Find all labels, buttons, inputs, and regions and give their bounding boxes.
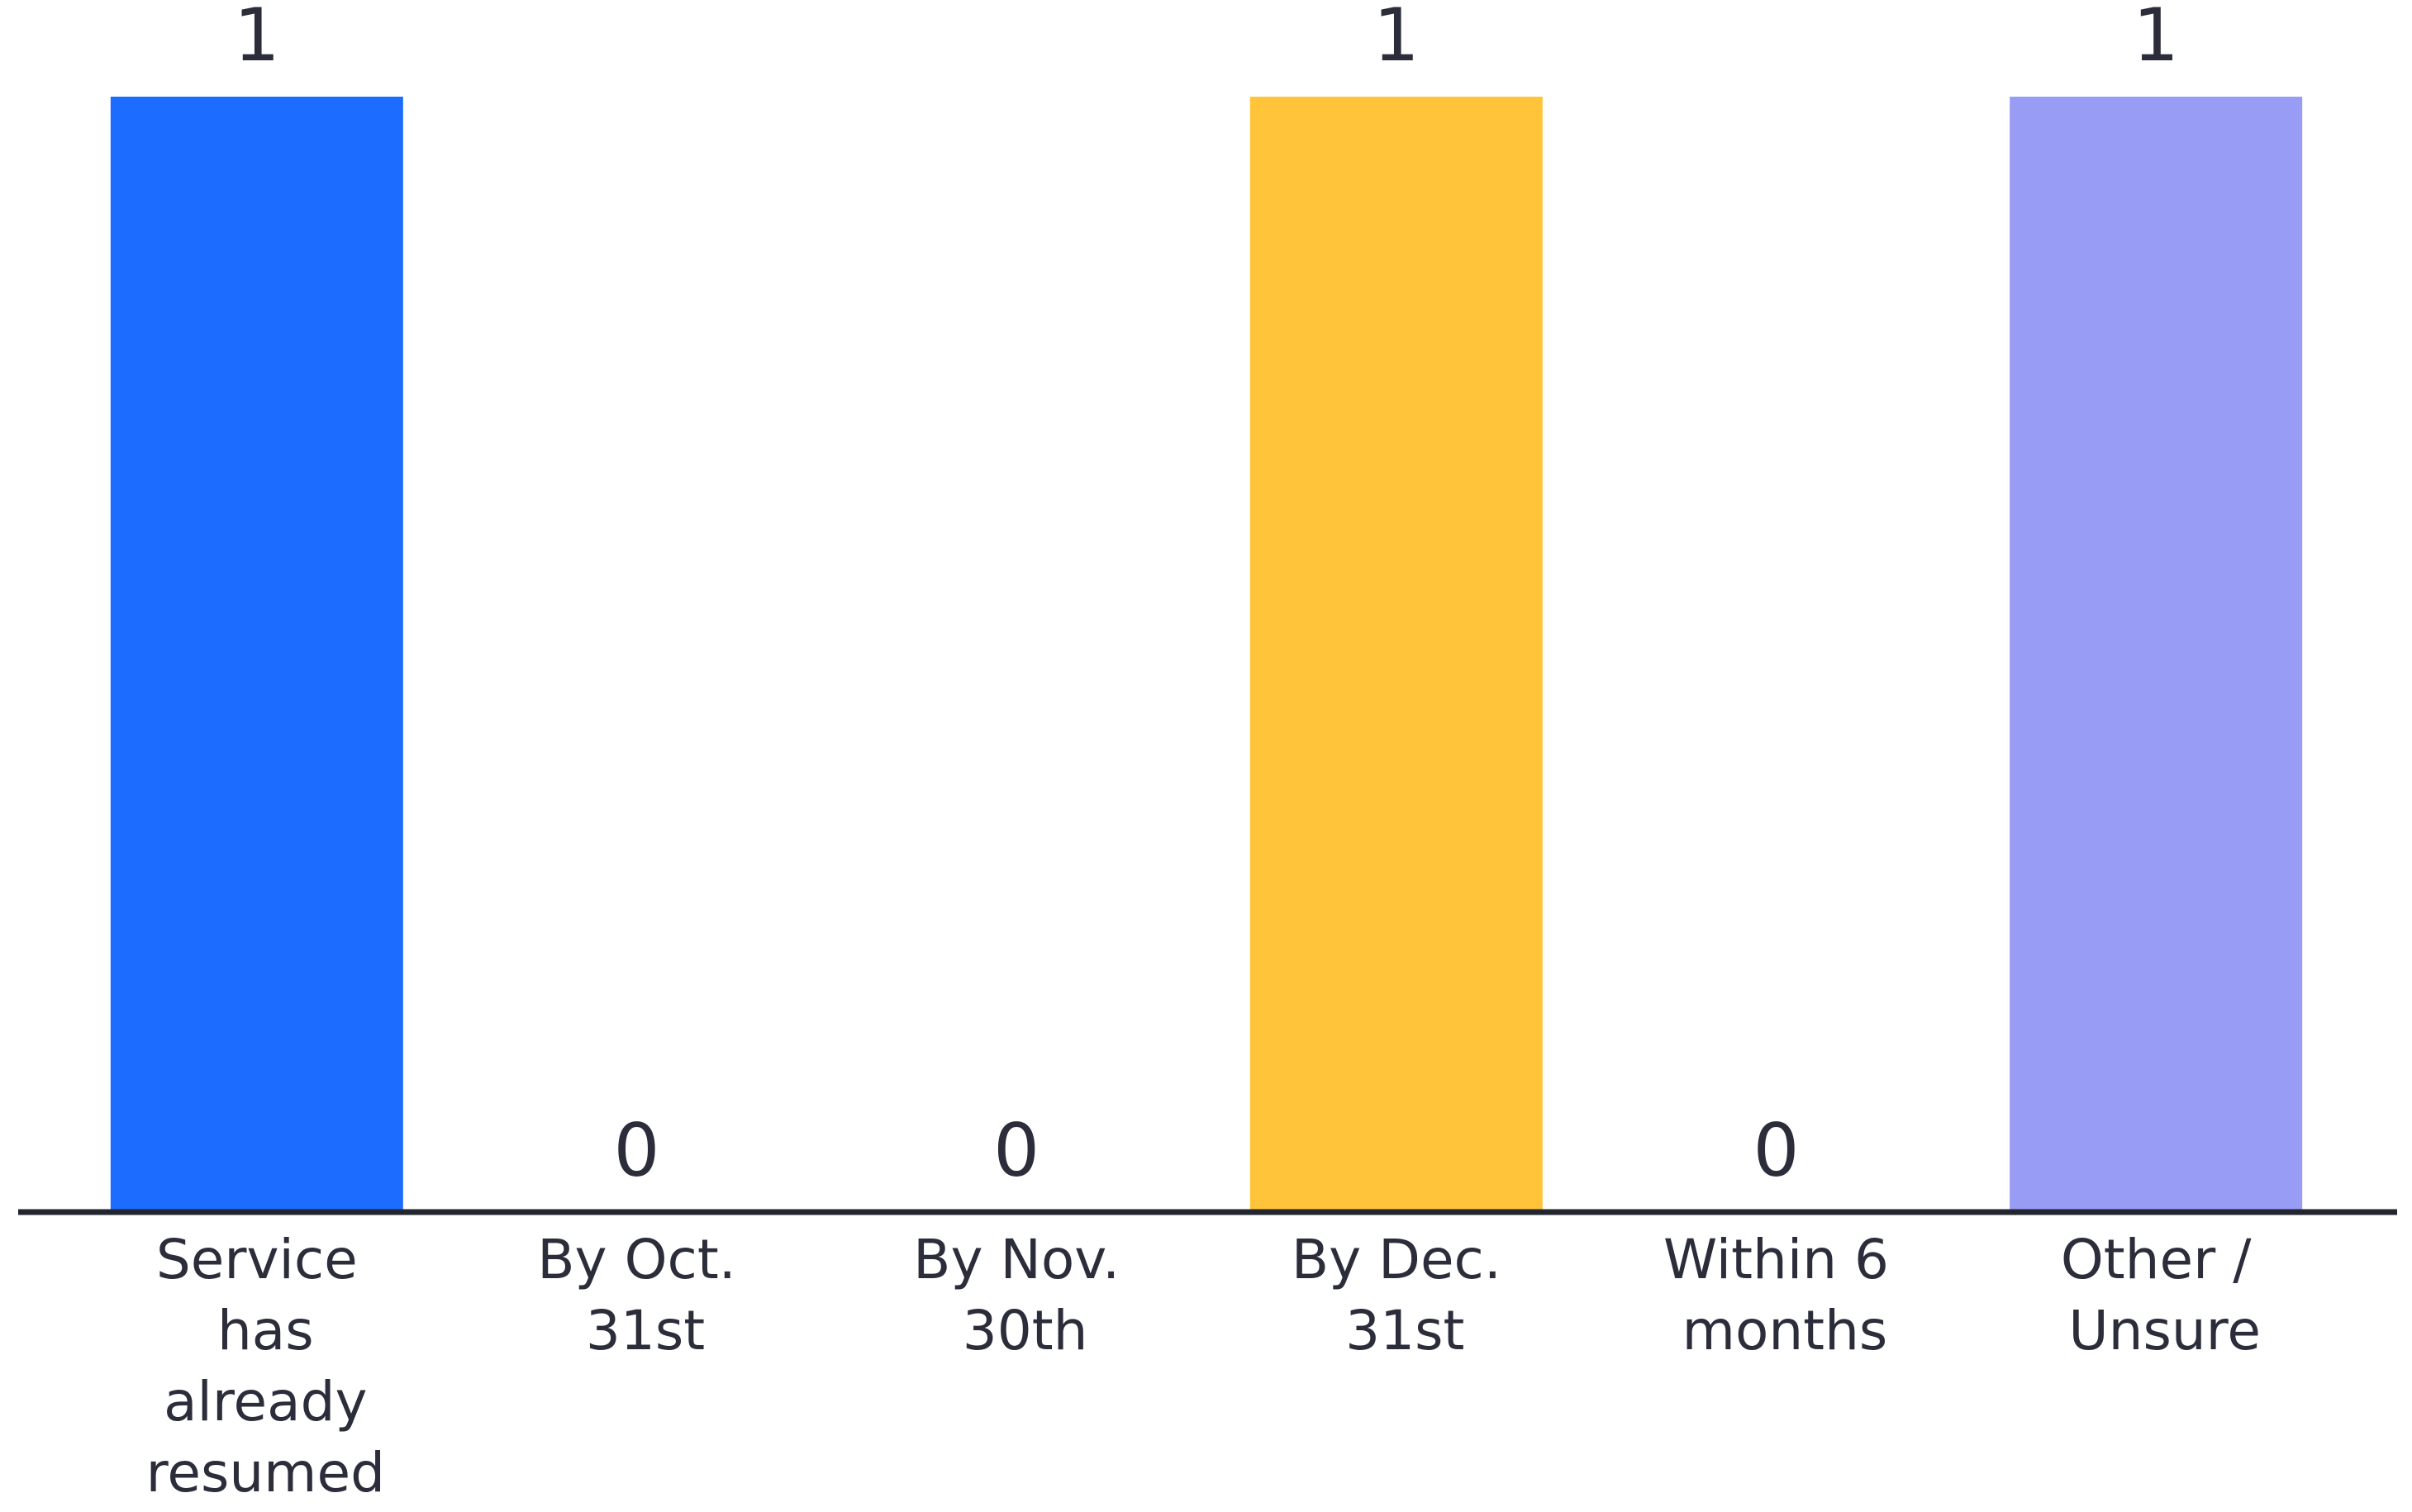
x-tick-label: By Dec. 31st — [1292, 1228, 1501, 1362]
x-tick-label: By Nov. 30th — [913, 1228, 1120, 1362]
value-label: 0 — [614, 1108, 660, 1193]
x-tick-label: Within 6 months — [1663, 1228, 1889, 1362]
bar — [2010, 97, 2303, 1212]
value-label: 1 — [2133, 0, 2179, 78]
value-label: 1 — [1373, 0, 1420, 78]
bar — [110, 97, 403, 1212]
x-tick-label: By Oct. 31st — [537, 1228, 735, 1362]
value-label: 1 — [234, 0, 280, 78]
x-tick-label: Service has already resumed — [129, 1228, 385, 1505]
value-label: 0 — [1753, 1108, 1800, 1193]
value-label: 0 — [993, 1108, 1039, 1193]
bar — [1249, 97, 1543, 1212]
x-tick-label: Other / Unsure — [2051, 1228, 2261, 1362]
